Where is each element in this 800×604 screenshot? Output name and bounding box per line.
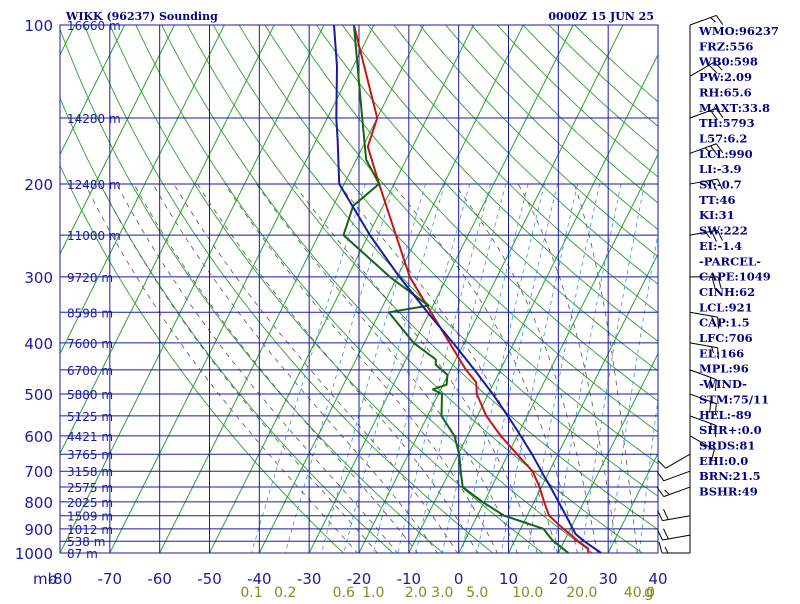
chart-time: 0000Z 15 JUN 25: [548, 10, 654, 23]
index-item: L57:6.2: [699, 131, 747, 145]
index-item: BSHR:49: [699, 485, 758, 499]
index-item: STM:75/11: [699, 392, 769, 406]
height-label: 1509 m: [67, 510, 113, 524]
pressure-tick-label: 500: [24, 386, 53, 404]
index-item: LCL:990: [699, 147, 753, 161]
pressure-tick-label: 100: [24, 17, 53, 35]
y-unit-label: mb: [33, 570, 57, 588]
mixing-ratio-label: 3.0: [431, 585, 453, 600]
height-label: 4421 m: [67, 430, 113, 444]
index-item: CINH:62: [699, 285, 755, 299]
pressure-tick-label: 800: [24, 494, 53, 512]
temperature-tick-label: 30: [599, 570, 618, 588]
mixing-ratio-label: 0.2: [274, 585, 296, 600]
index-item: EHI:0.0: [699, 454, 748, 468]
index-item: FRZ:556: [699, 39, 753, 53]
mixing-ratio-label: 20.0: [566, 585, 597, 600]
mixing-ratio-label: 1.0: [362, 585, 384, 600]
temperature-tick-label: 0: [454, 570, 464, 588]
index-item: LI:-3.9: [699, 162, 742, 176]
height-label: 11000 m: [67, 229, 121, 243]
index-item: KI:31: [699, 208, 735, 222]
index-item: RH:65.6: [699, 85, 752, 99]
pressure-tick-label: 900: [24, 521, 53, 539]
index-item: -WIND-: [699, 377, 747, 391]
index-item: TH:5793: [699, 116, 755, 130]
height-label: 8598 m: [67, 306, 113, 320]
pressure-tick-label: 400: [24, 335, 53, 353]
index-item: PW:2.09: [699, 70, 752, 84]
height-label: 14280 m: [67, 112, 121, 126]
pressure-tick-label: 300: [24, 269, 53, 287]
height-label: 3158 m: [67, 465, 113, 479]
index-item: BRN:21.5: [699, 469, 761, 483]
temperature-tick-label: 20: [549, 570, 568, 588]
index-item: MAXT:33.8: [699, 101, 770, 115]
height-label: 5880 m: [67, 388, 113, 402]
pressure-tick-label: 1000: [15, 545, 53, 563]
index-item: MPL:96: [699, 362, 749, 376]
index-item: SI:-0.7: [699, 178, 742, 192]
index-item: EI:-1.4: [699, 239, 742, 253]
height-label: 5125 m: [67, 410, 113, 424]
height-label: 2025 m: [67, 496, 113, 510]
index-item: HEL:-89: [699, 408, 752, 422]
temperature-tick-label: -70: [98, 570, 123, 588]
index-item: WMO:96237: [698, 24, 779, 38]
height-label: 2575 m: [67, 481, 113, 495]
index-item: LCL:921: [699, 300, 753, 314]
mixing-ratio-label: 5.0: [466, 585, 488, 600]
temperature-tick-label: -50: [197, 570, 222, 588]
pressure-tick-label: 200: [24, 176, 53, 194]
pressure-tick-label: 700: [24, 463, 53, 481]
index-item: SW:222: [699, 224, 748, 238]
temperature-tick-label: -60: [147, 570, 172, 588]
index-item: -PARCEL-: [699, 254, 761, 268]
height-label: 87 m: [67, 547, 98, 561]
height-label: 3765 m: [67, 448, 113, 462]
index-item: CAPE:1049: [699, 270, 771, 284]
pressure-tick-label: 600: [24, 428, 53, 446]
temperature-tick-label: -30: [297, 570, 322, 588]
index-item: CAP:1.5: [699, 316, 750, 330]
index-item: SHR+:0.0: [699, 423, 762, 437]
mixing-ratio-label: 2.0: [405, 585, 427, 600]
index-item: TT:46: [699, 193, 736, 207]
index-item: WB0:598: [698, 55, 758, 69]
mixing-ratio-label: 0.6: [333, 585, 355, 600]
mixing-ratio-unit: g: [644, 583, 654, 600]
height-label: 6700 m: [67, 364, 113, 378]
chart-title: WIKK (96237) Sounding: [65, 10, 218, 23]
height-label: 7600 m: [67, 337, 113, 351]
mixing-ratio-label: 10.0: [512, 585, 543, 600]
index-item: EL:166: [699, 346, 744, 360]
index-item: SRDS:81: [699, 438, 755, 452]
height-label: 9720 m: [67, 271, 113, 285]
height-label: 12480 m: [67, 178, 121, 192]
index-item: LFC:706: [699, 331, 753, 345]
mixing-ratio-label: 0.1: [240, 585, 262, 600]
